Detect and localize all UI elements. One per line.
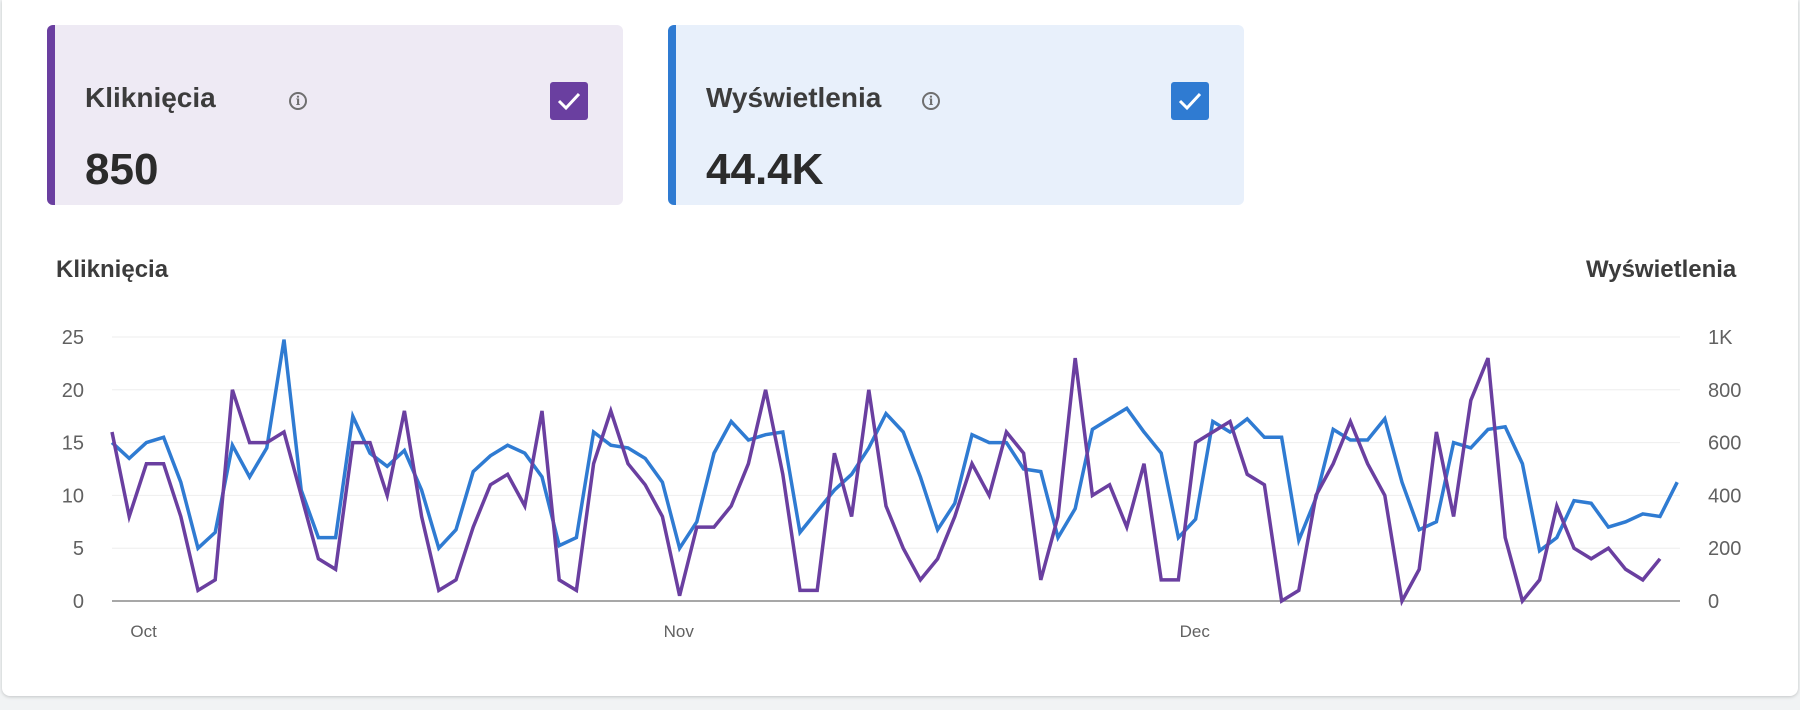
x-tick-label: Nov bbox=[664, 622, 695, 641]
y-right-tick-label: 800 bbox=[1708, 380, 1741, 402]
x-tick-label: Oct bbox=[130, 622, 157, 641]
y-right-tick-label: 400 bbox=[1708, 485, 1741, 507]
left-axis-title: Kliknięcia bbox=[56, 256, 169, 283]
impressions-checkbox[interactable] bbox=[1171, 82, 1209, 120]
clicks-card-value: 850 bbox=[85, 145, 159, 194]
impressions-card-label: Wyświetlenia bbox=[706, 82, 882, 113]
clicks-checkbox[interactable] bbox=[550, 82, 588, 120]
info-icon[interactable]: i bbox=[922, 92, 940, 110]
y-left-tick-label: 15 bbox=[62, 433, 84, 455]
y-left-tick-label: 5 bbox=[73, 538, 84, 560]
impressions-metric-card[interactable]: Wyświetlenia i 44.4K bbox=[668, 25, 1244, 205]
y-left-tick-label: 10 bbox=[62, 485, 84, 507]
line-chart: 0 0 5 200 10 400 15 600 20 800 25 1K Oct Nov Dec bbox=[62, 327, 1742, 641]
impressions-series-line bbox=[110, 339, 1679, 554]
y-right-tick-label: 1K bbox=[1708, 327, 1733, 349]
impressions-card-accent bbox=[668, 25, 676, 205]
clicks-series-line bbox=[110, 357, 1662, 607]
x-tick-label: Dec bbox=[1180, 622, 1211, 641]
y-right-tick-label: 600 bbox=[1708, 433, 1741, 455]
y-left-tick-label: 0 bbox=[73, 591, 84, 613]
y-right-tick-label: 0 bbox=[1708, 591, 1719, 613]
performance-panel: Kliknięcia i 850 Wyświetlenia i 44.4K Kl… bbox=[2, 0, 1798, 696]
checkmark-icon bbox=[557, 92, 581, 111]
y-left-tick-label: 25 bbox=[62, 327, 84, 349]
right-axis-title: Wyświetlenia bbox=[1586, 256, 1737, 283]
clicks-card-accent bbox=[47, 25, 55, 205]
y-left-tick-label: 20 bbox=[62, 380, 84, 402]
checkmark-icon bbox=[1178, 92, 1202, 111]
info-icon[interactable]: i bbox=[289, 92, 307, 110]
impressions-card-value: 44.4K bbox=[706, 145, 824, 194]
y-right-tick-label: 200 bbox=[1708, 538, 1741, 560]
clicks-metric-card[interactable]: Kliknięcia i 850 bbox=[47, 25, 623, 205]
clicks-card-label: Kliknięcia bbox=[85, 82, 216, 113]
